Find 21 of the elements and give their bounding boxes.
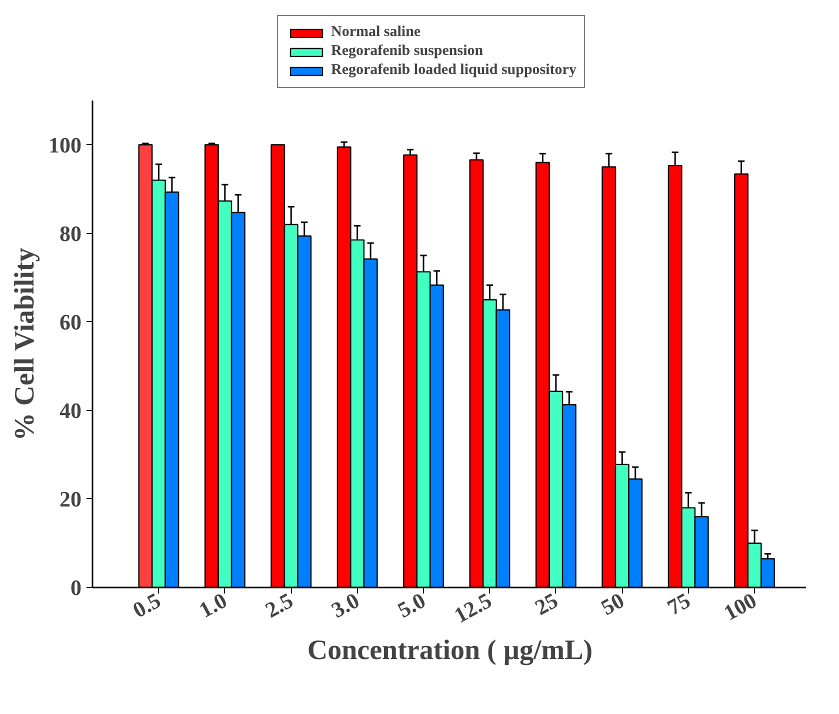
x-tick-label: 5.0 [393, 588, 430, 623]
legend-label: Regorafenib suspension [331, 43, 484, 60]
y-tick-label: 100 [48, 132, 82, 158]
y-axis-title: % Cell Viability [10, 248, 40, 441]
x-tick-label: 2.5 [260, 588, 298, 623]
y-tick-label: 80 [60, 220, 82, 246]
y-tick-label: 40 [60, 398, 82, 423]
x-tick-label: 3.0 [327, 588, 364, 623]
legend-label: Regorafenib loaded liquid suppository [331, 62, 576, 79]
y-tick-label: 0 [70, 575, 82, 600]
x-tick-label: 1.0 [194, 588, 231, 623]
x-tick-label: 100 [720, 588, 761, 626]
x-tick-label: 0.5 [128, 588, 165, 623]
y-tick-label: 20 [60, 486, 82, 512]
x-tick-label: 25 [530, 588, 562, 620]
legend-label: Normal saline [331, 24, 421, 41]
x-tick-label: 12.5 [450, 588, 496, 628]
y-tick-label: 60 [60, 309, 82, 334]
x-tick-label: 50 [596, 588, 628, 620]
x-tick-label: 75 [663, 588, 694, 620]
x-axis-title: Concentration ( µg/mL) [307, 635, 593, 666]
